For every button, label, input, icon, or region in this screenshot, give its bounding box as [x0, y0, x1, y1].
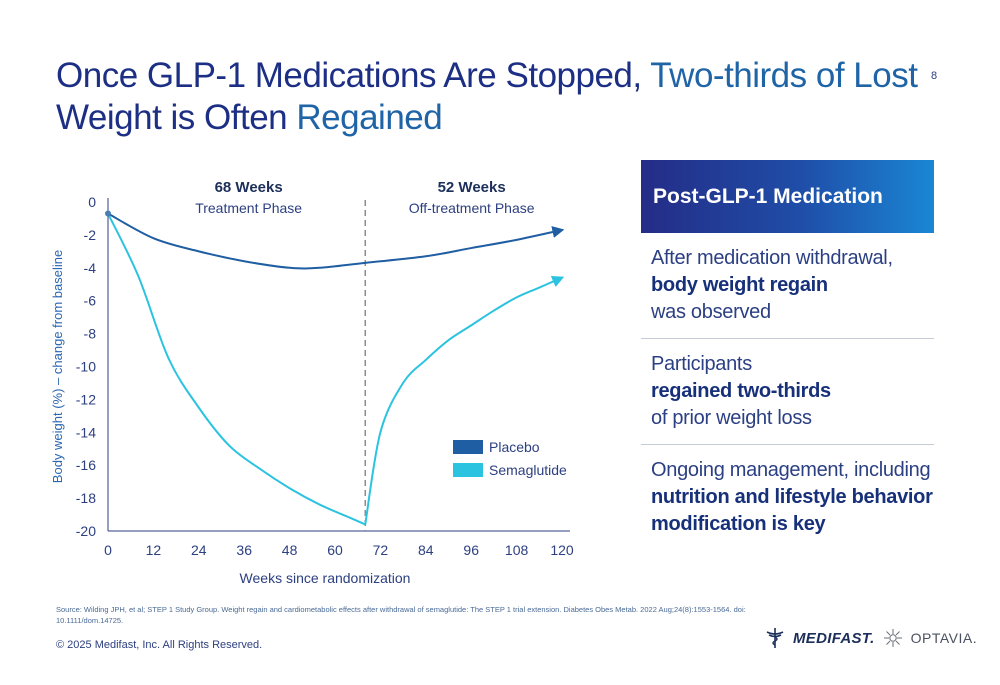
panel-item-text: Ongoing management, including [651, 459, 931, 481]
legend-swatch-placebo [453, 440, 483, 454]
title-part-1: Once GLP-1 Medications Are Stopped, [56, 56, 642, 95]
y-tick-label: -18 [76, 490, 96, 506]
source-citation: Source: Wilding JPH, et al; STEP 1 Study… [56, 605, 746, 625]
y-tick-label: -10 [76, 359, 96, 375]
phase-name-label: Treatment Phase [195, 200, 302, 216]
x-tick-label: 24 [191, 542, 207, 558]
title-part-3: Weight is Often [56, 98, 288, 137]
panel-item-text: After medication withdrawal, [651, 247, 893, 269]
panel-item-bold-text: body weight regain [651, 274, 828, 296]
y-tick-label: -20 [76, 523, 96, 539]
x-tick-label: 60 [327, 542, 343, 558]
panel-item-text: of prior weight loss [651, 407, 812, 429]
x-tick-label: 72 [373, 542, 389, 558]
legend-label-semaglutide: Semaglutide [489, 462, 567, 478]
y-tick-label: 0 [88, 194, 96, 210]
post-medication-panel: Post-GLP-1 Medication After medication w… [641, 160, 934, 550]
phase-duration-label: 68 Weeks [215, 179, 283, 196]
semaglutide-treatment-line [107, 213, 366, 526]
title-part-2: Two-thirds of Lost [650, 56, 918, 95]
y-axis-label: Body weight (%) – change from baseline [50, 250, 65, 483]
semaglutide-off-treatment-line [364, 275, 565, 525]
y-tick-label: -8 [84, 326, 97, 342]
y-tick-label: -12 [76, 391, 96, 407]
optavia-sun-icon [883, 629, 902, 647]
x-tick-label: 36 [236, 542, 252, 558]
y-tick-label: -14 [76, 424, 96, 440]
start-point [105, 210, 111, 217]
y-tick-label: -2 [84, 227, 97, 243]
x-tick-label: 108 [505, 542, 529, 558]
caduceus-icon [766, 628, 784, 648]
placebo-line [107, 212, 565, 270]
title-part-4: Regained [296, 98, 443, 137]
y-tick-label: -4 [84, 260, 97, 276]
x-tick-label: 120 [550, 542, 574, 558]
y-tick-label: -6 [84, 293, 97, 309]
page-number: 8 [931, 70, 938, 82]
weight-change-chart: 0 12 24 36 48 60 72 84 96 108 120 0 -2 -4 -6 -8 -10 -12 -1… [50, 179, 574, 586]
x-tick-label: 0 [104, 542, 112, 558]
panel-item-two-thirds: Participants regained two-thirds of prio… [641, 339, 934, 445]
copyright-notice: © 2025 Medifast, Inc. All Rights Reserve… [56, 639, 263, 651]
legend-swatch-semaglutide [453, 463, 483, 477]
x-tick-label: 12 [146, 542, 162, 558]
y-tick-label: -16 [76, 457, 96, 473]
x-tick-label: 48 [282, 542, 298, 558]
panel-item-text: Participants [651, 353, 752, 375]
panel-item-ongoing-management: Ongoing management, including nutrition … [641, 445, 934, 550]
chart-layer: 0 12 24 36 48 60 72 84 96 108 120 0 -2 -4 -6 -8 -10 -12 -1… [50, 179, 574, 586]
slide-title: Once GLP-1 Medications Are Stopped, Two-… [56, 55, 926, 139]
phase-name-label: Off-treatment Phase [409, 200, 535, 216]
panel-item-weight-regain: After medication withdrawal, body weight… [641, 233, 934, 339]
medifast-logo: MEDIFAST. [793, 629, 875, 647]
x-tick-label: 96 [463, 542, 479, 558]
panel-item-bold-text: regained two-thirds [651, 380, 831, 402]
panel-item-bold-text: nutrition and lifestyle behavior modific… [651, 486, 933, 535]
brand-logos: MEDIFAST. OPTAVIA. [765, 627, 977, 649]
x-axis-label: Weeks since randomization [240, 570, 411, 586]
panel-item-text: was observed [651, 301, 771, 323]
phase-duration-label: 52 Weeks [438, 179, 506, 196]
optavia-logo: OPTAVIA. [910, 630, 978, 646]
panel-header: Post-GLP-1 Medication [641, 160, 934, 233]
x-tick-label: 84 [418, 542, 434, 558]
legend-label-placebo: Placebo [489, 439, 540, 455]
